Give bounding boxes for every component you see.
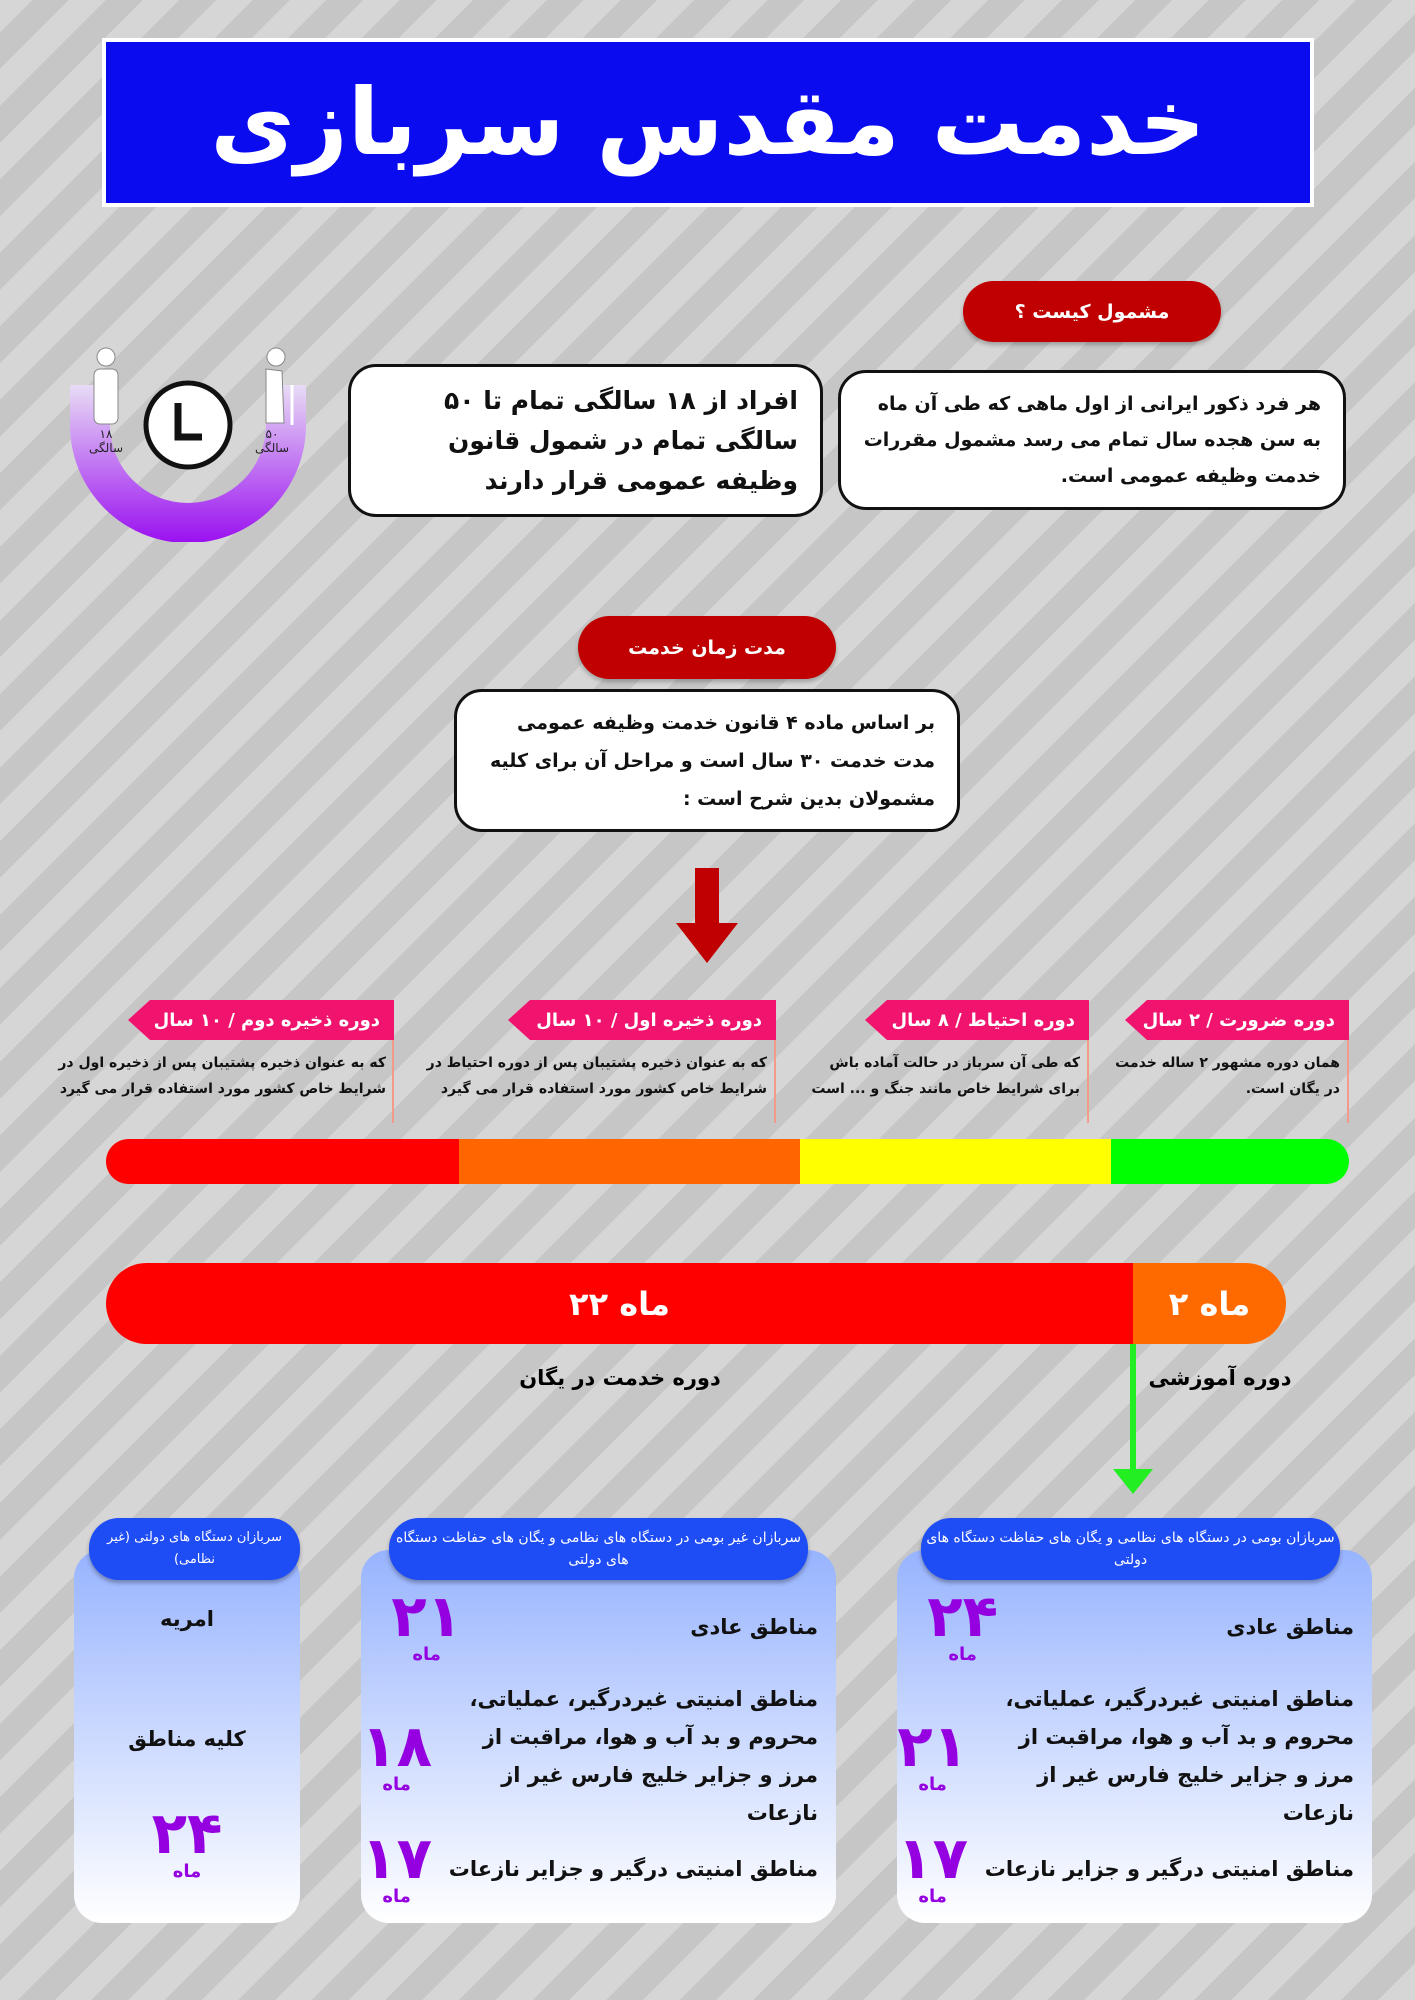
- age-range-text: افراد از ۱۸ سالگی تمام تا ۵۰ سالگی تمام …: [348, 364, 823, 517]
- age-gauge-graphic: [70, 347, 306, 543]
- age-max: ۵۰ سالگی: [255, 427, 289, 455]
- row-text: مناطق امنیتی درگیر و جزایر نازعات: [448, 1856, 818, 1881]
- card-header-native: سربازان بومی در دستگاه های نظامی و یگان …: [921, 1518, 1340, 1580]
- months-value: ۱۷ ماه: [897, 1824, 968, 1907]
- period-flag-4: دوره ذخیره دوم / ۱۰ سال: [128, 1000, 394, 1040]
- period-color-bar: [106, 1139, 1349, 1184]
- row-text: مناطق امنیتی غیردرگیر، عملیاتی، محروم و …: [469, 1687, 819, 1825]
- title-banner: خدمت مقدس سربازی: [102, 38, 1314, 207]
- age-gauge: ۱۸ سالگی ۵۰ سالگی: [70, 345, 306, 543]
- period-desc-1: همان دوره مشهور ۲ ساله خدمت در یگان است.: [1115, 1055, 1340, 1097]
- period-flag-1: دوره ضرورت / ۲ سال: [1125, 1000, 1349, 1040]
- assignment-type: امریه: [160, 1607, 214, 1631]
- months-value: ۲۴ ماه: [927, 1582, 998, 1665]
- segment-reserve: [800, 1139, 1111, 1184]
- area-label: کلیه مناطق: [128, 1727, 246, 1751]
- who-label: مشمول کیست ؟: [963, 281, 1221, 342]
- months-value: ۲۱ ماه: [391, 1582, 462, 1665]
- duration-description: بر اساس ماده ۴ قانون خدمت وظیفه عمومی مد…: [454, 689, 960, 832]
- flag-pole: [392, 1040, 394, 1123]
- card-native-soldiers: مناطق عادی ۲۴ ماه مناطق امنیتی غیردرگیر، ع…: [897, 1550, 1372, 1923]
- flag-pole: [1087, 1040, 1089, 1123]
- period-desc-3: که به عنوان ذخیره پشتیبان پس از دوره احت…: [426, 1055, 767, 1097]
- row-text: مناطق امنیتی غیردرگیر، عملیاتی، محروم و …: [1005, 1687, 1355, 1825]
- old-person-icon: [265, 347, 294, 425]
- flag-pole: [1347, 1040, 1349, 1123]
- training-segment: ۲ ماه: [1133, 1263, 1286, 1344]
- segment-first-reserve: [459, 1139, 800, 1184]
- card-non-native-soldiers: مناطق عادی ۲۱ ماه مناطق امنیتی غیردرگیر، ع…: [361, 1550, 836, 1923]
- months-value: ۱۸ ماه: [361, 1711, 432, 1795]
- months-value: ۲۴ ماه: [151, 1799, 223, 1882]
- who-description: هر فرد ذکور ایرانی از اول ماهی که طی آن …: [838, 370, 1346, 510]
- duration-label: مدت زمان خدمت: [578, 616, 836, 679]
- green-arrow-icon: [1113, 1344, 1153, 1494]
- card-header-non-native: سربازان غیر بومی در دستگاه های نظامی و ی…: [389, 1518, 808, 1580]
- young-person-icon: [93, 347, 119, 425]
- down-arrow-icon: [676, 868, 738, 963]
- age-min: ۱۸ سالگی: [89, 427, 123, 455]
- period-flag-3: دوره ذخیره اول / ۱۰ سال: [508, 1000, 776, 1040]
- months-value: ۱۷ ماه: [361, 1824, 432, 1907]
- card-government-soldiers: امریه کلیه مناطق ۲۴ ماه: [74, 1550, 300, 1923]
- segment-mandatory: [1111, 1139, 1349, 1184]
- period-desc-2: که طی آن سرباز در حالت آماده باش برای شر…: [811, 1055, 1080, 1097]
- period-desc-4: که به عنوان ذخیره پشتیبان پس از ذخیره او…: [58, 1055, 386, 1097]
- training-label: دوره آموزشی: [1148, 1366, 1292, 1390]
- row-text: مناطق امنیتی درگیر و جزایر نازعات: [984, 1856, 1354, 1881]
- flag-pole: [774, 1040, 776, 1123]
- row-text: مناطق عادی: [690, 1614, 818, 1639]
- period-flag-2: دوره احتیاط / ۸ سال: [865, 1000, 1089, 1040]
- card-header-government: سربازان دستگاه های دولتی (غیر نظامی): [89, 1518, 300, 1580]
- age-range-sentence: افراد از ۱۸ سالگی تمام تا ۵۰ سالگی تمام …: [444, 385, 798, 495]
- row-text: مناطق عادی: [1226, 1614, 1354, 1639]
- months-value: ۲۱ ماه: [897, 1711, 968, 1795]
- unit-service-label: دوره خدمت در یگان: [519, 1366, 721, 1390]
- segment-second-reserve: [106, 1139, 459, 1184]
- clock-icon: [143, 380, 233, 470]
- service-bar: ۲۲ ماه ۲ ماه: [106, 1263, 1286, 1344]
- unit-service-segment: ۲۲ ماه: [106, 1263, 1133, 1344]
